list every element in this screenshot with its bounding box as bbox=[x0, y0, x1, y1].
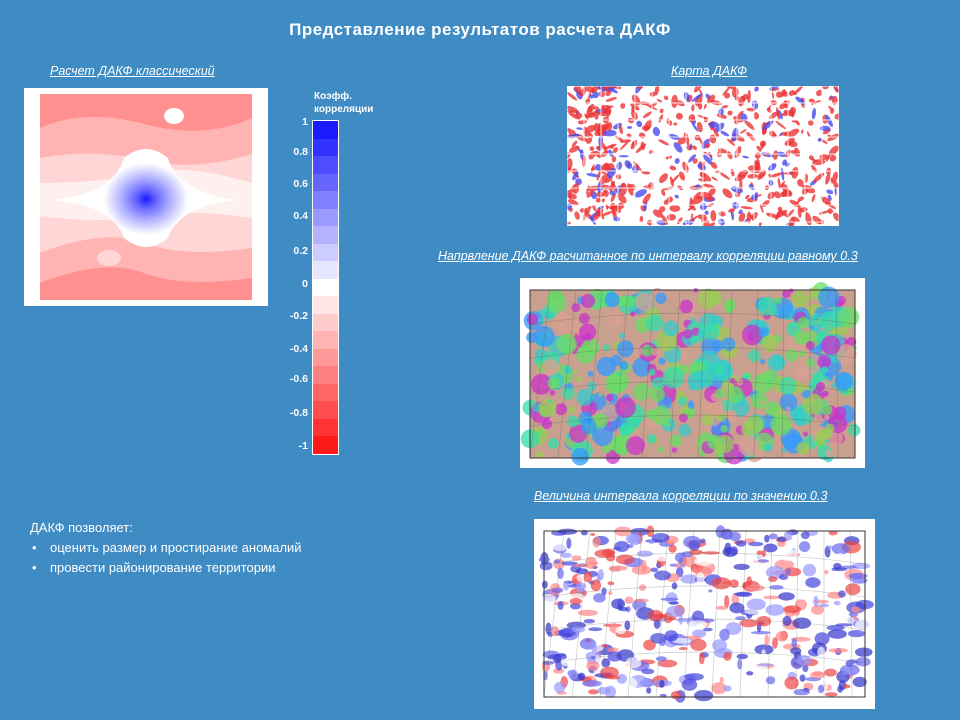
direction-map-image bbox=[520, 278, 865, 468]
legend-swatch bbox=[313, 191, 338, 210]
legend-tick-label: -1 bbox=[298, 440, 308, 452]
legend-color-bar bbox=[312, 120, 339, 455]
legend-tick-label: -0.4 bbox=[289, 343, 308, 355]
legend-title: Коэфф. корреляции bbox=[314, 90, 373, 116]
legend-swatch bbox=[313, 348, 338, 367]
legend-swatch bbox=[313, 138, 338, 157]
classic-dacf-caption: Расчет ДАКФ классический bbox=[50, 64, 215, 78]
legend-swatch bbox=[313, 278, 338, 297]
legend-swatch bbox=[313, 418, 338, 437]
legend-swatch bbox=[313, 261, 338, 280]
legend-swatch bbox=[313, 243, 338, 262]
slide-title: Представление результатов расчета ДАКФ bbox=[289, 20, 671, 39]
legend-tick-label: 0.2 bbox=[293, 245, 308, 257]
legend-tick-label: -0.6 bbox=[289, 373, 308, 385]
interval-map-image bbox=[534, 519, 875, 709]
map-dacf-image bbox=[567, 86, 839, 226]
notes-item: оценить размер и простирание аномалий bbox=[32, 538, 302, 558]
legend-swatch bbox=[313, 156, 338, 175]
legend-swatch bbox=[313, 173, 338, 192]
legend-tick-label: 1 bbox=[302, 116, 308, 128]
legend-swatch bbox=[313, 366, 338, 385]
legend-ticks: 1 0.8 0.6 0.4 0.2 0 -0.2 -0.4 -0.6 -0.8 -1 bbox=[278, 0, 308, 720]
legend-swatch bbox=[313, 208, 338, 227]
direction-caption: Напрвление ДАКФ расчитанное по интервалу… bbox=[438, 249, 858, 263]
legend-swatch bbox=[313, 226, 338, 245]
notes-item: провести районирование территории bbox=[32, 558, 302, 578]
interval-caption: Величина интервала корреляции по значени… bbox=[534, 489, 828, 503]
legend-tick-label: 0 bbox=[302, 278, 308, 290]
legend-swatch bbox=[313, 383, 338, 402]
legend-tick-label: -0.2 bbox=[289, 310, 308, 322]
legend-swatch bbox=[313, 401, 338, 420]
legend-swatch bbox=[313, 121, 338, 140]
legend-swatch bbox=[313, 436, 338, 455]
legend-swatch bbox=[313, 331, 338, 350]
legend-title-line1: Коэфф. bbox=[314, 91, 352, 102]
legend-swatch bbox=[313, 296, 338, 315]
legend-tick-label: 0.4 bbox=[293, 210, 308, 222]
notes-block: ДАКФ позволяет: оценить размер и простир… bbox=[30, 518, 302, 578]
legend-title-line2: корреляции bbox=[314, 104, 374, 115]
legend-swatch bbox=[313, 313, 338, 332]
legend-tick-label: -0.8 bbox=[289, 407, 308, 419]
legend-tick-label: 0.6 bbox=[293, 178, 308, 190]
map-dacf-caption: Карта ДАКФ bbox=[671, 64, 748, 78]
notes-heading: ДАКФ позволяет: bbox=[30, 520, 133, 535]
legend-tick-label: 0.8 bbox=[293, 146, 308, 158]
classic-dacf-image bbox=[24, 88, 268, 306]
